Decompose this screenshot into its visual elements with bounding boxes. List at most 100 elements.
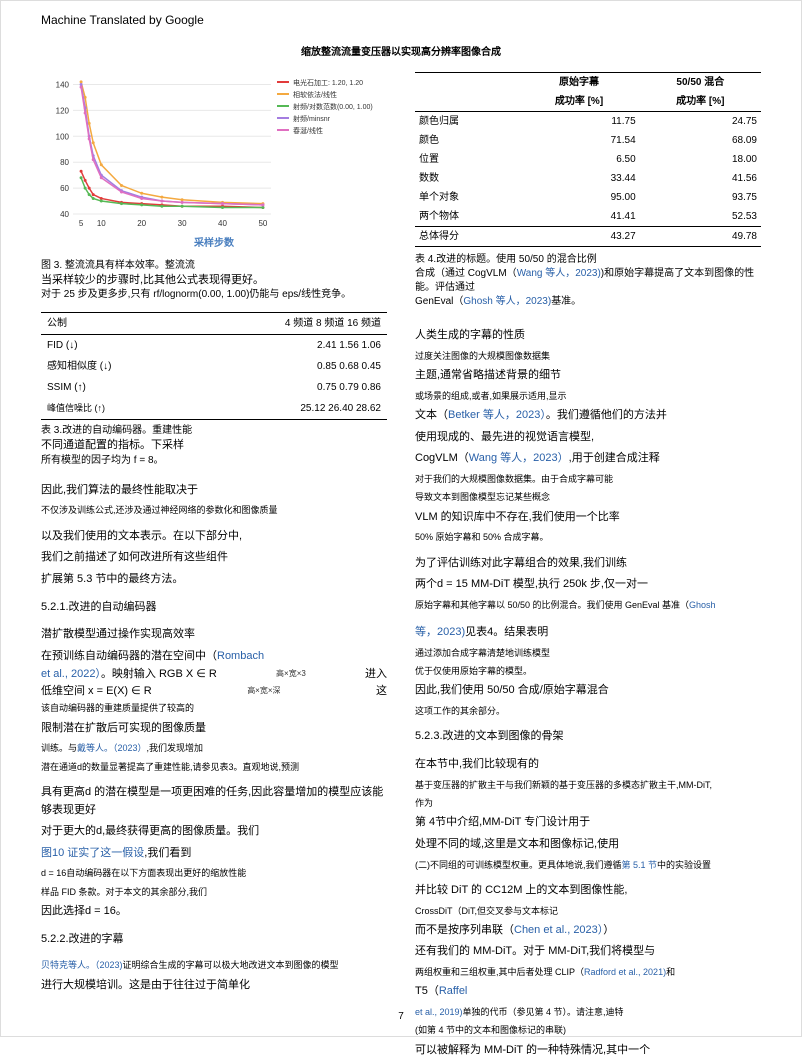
svg-text:40: 40 <box>60 210 69 219</box>
t3-r2c0: SSIM (↑) <box>41 377 184 398</box>
enter-annot: 进入 <box>365 666 387 683</box>
t4r5c2: 52.53 <box>640 207 761 227</box>
t4r2c0: 位置 <box>415 150 518 169</box>
rp7: CogVLM（Wang 等人，2023）,用于创建合成注释 <box>415 450 761 468</box>
r523-11b: 和 <box>666 967 675 977</box>
t3-r2c1: 0.75 0.79 0.86 <box>184 377 387 398</box>
l521-5: 该自动编码器的重建质量提供了较高的 <box>41 701 387 715</box>
l521-10: 对于更大的d,最终获得更高的图像质量。我们 <box>41 823 387 841</box>
rp7b: ,用于创建合成注释 <box>569 452 660 464</box>
left-para-3: 以及我们使用的文本表示。在以下部分中, <box>41 528 387 546</box>
t3-r1c0: 感知相似度 (↓) <box>41 356 184 377</box>
left-para-2: 不仅涉及训练公式,还涉及通过神经网络的参数化和图像质量 <box>41 503 387 517</box>
l521-7a: 训练。与 <box>41 743 77 753</box>
svg-text:80: 80 <box>60 158 69 167</box>
ghosh-link-2[interactable]: Ghosh <box>689 600 716 610</box>
t3-r0c0: FID (↓) <box>41 335 184 357</box>
chen-link[interactable]: Chen et al., 2023） <box>514 924 603 936</box>
rp7a: CogVLM（ <box>415 452 469 464</box>
r523-5: 处理不同的域,这里是文本和图像标记,使用 <box>415 836 761 854</box>
svg-text:相软依法/线性: 相软依法/线性 <box>293 90 337 99</box>
t4cap3a: GenEval（ <box>415 296 463 307</box>
t3-r0c1: 2.41 1.56 1.06 <box>184 335 387 357</box>
l521-11: 图10 证实了这一假设,我们看到 <box>41 845 387 863</box>
rp18: 因此,我们使用 50/50 合成/原始字幕混合 <box>415 682 761 700</box>
page: Machine Translated by Google 缩放整流流量变压器以实… <box>0 0 802 1037</box>
l521-12: d = 16自动编码器在以下方面表现出更好的缩放性能 <box>41 866 387 880</box>
l521-9: 具有更高d 的潜在模型是一项更困难的任务,因此容量增加的模型应该能够表现更好 <box>41 784 387 819</box>
rp2: 过度关注图像的大规模图像数据集 <box>415 349 761 363</box>
l521-14: 因此选择d = 16。 <box>41 903 387 921</box>
raffel-link[interactable]: Raffel <box>439 985 468 997</box>
l522-1b: 证明综合生成的字幕可以极大地改进文本到图像的模型 <box>123 960 339 970</box>
svg-text:60: 60 <box>60 184 69 193</box>
r523-11a: 两组权重和三组权重,其中后者处理 CLIP（ <box>415 967 584 977</box>
sec51-link[interactable]: 第 5.1 节 <box>622 860 658 870</box>
rombach-link[interactable]: Rombach <box>217 650 264 662</box>
radford-link[interactable]: Radford et al., 2021) <box>584 967 666 977</box>
betker-link-2[interactable]: Betker 等人，2023） <box>448 409 546 421</box>
l521-1: 潜扩散模型通过操作实现高效率 <box>41 626 387 644</box>
left-para-5: 扩展第 5.3 节中的最终方法。 <box>41 571 387 589</box>
rp3: 主题,通常省略描述背景的细节 <box>415 367 761 385</box>
r523-1: 在本节中,我们比较现有的 <box>415 756 761 774</box>
svg-text:120: 120 <box>56 106 70 115</box>
wang-link-1[interactable]: Wang 等人，2023) <box>517 268 601 279</box>
t4r5c0: 两个物体 <box>415 207 518 227</box>
section-5-2-2-heading: 5.2.2.改进的字幕 <box>41 931 387 948</box>
ghosh-year-link[interactable]: 等，2023) <box>415 626 465 638</box>
left-column: 40608010012014051020304050电光石加工: 1.20, 1… <box>41 72 387 1063</box>
svg-text:30: 30 <box>178 219 187 228</box>
r523-9: 而不是按序列串联（Chen et al., 2023）） <box>415 922 761 940</box>
l521-3b: 。映射输入 RGB X ∈ R <box>101 668 217 680</box>
l521-7: 训练。与戴等人。（2023）,我们发现增加 <box>41 741 387 755</box>
t4cap3b: 基准。 <box>551 296 581 307</box>
table-3: 公制4 频道 8 频道 16 频道 FID (↓)2.41 1.56 1.06 … <box>41 312 387 420</box>
fig3-line1: 图 3. 整流流具有样本效率。整流流 <box>41 260 195 271</box>
ghosh-link-1[interactable]: Ghosh 等人，2023) <box>463 296 551 307</box>
left-para-4: 我们之前描述了如何改进所有这些组件 <box>41 549 387 567</box>
l521-8: 潜在通道d的数量显著提高了重建性能,请参见表3。直观地说,预测 <box>41 760 387 774</box>
table-3-caption: 表 3.改进的自动编码器。重建性能 不同通道配置的指标。下采样 所有模型的因子均… <box>41 424 387 467</box>
svg-text:140: 140 <box>56 80 70 89</box>
t3-h1: 公制 <box>41 313 184 335</box>
l521-6: 限制潜在扩散后可实现的图像质量 <box>41 720 387 738</box>
t3-r3c0: 峰值信噪比 (↑) <box>41 398 184 420</box>
r523-6: (二)不同组的可训练模型权重。更具体地说,我们遵循第 5.1 节中的实验设置 <box>415 858 761 872</box>
r523-15: 可以被解释为 MM-DiT 的一种特殊情况,其中一个 <box>415 1042 761 1060</box>
t3-r3c1: 25.12 26.40 28.62 <box>184 398 387 420</box>
table-4: 原始字幕 50/50 混合 成功率 [%] 成功率 [%] 颜色归属11.752… <box>415 72 761 247</box>
r523-10: 还有我们的 MM-DiT。对于 MM-DiT,我们将模型与 <box>415 943 761 961</box>
rp12: 为了评估训练对此字幕组合的效果,我们训练 <box>415 555 761 573</box>
t4totc2: 49.78 <box>640 227 761 247</box>
figure-3-chart: 40608010012014051020304050电光石加工: 1.20, 1… <box>41 72 387 232</box>
figure-3-caption: 图 3. 整流流具有样本效率。整流流 当采样较少的步骤时,比其他公式表现得更好。… <box>41 259 387 302</box>
betker-link-1[interactable]: 贝特克等人。（2023) <box>41 960 123 970</box>
t4r0c2: 24.75 <box>640 112 761 132</box>
l521-11b: ,我们看到 <box>144 847 191 859</box>
wang-link-2[interactable]: Wang 等人，2023） <box>469 452 569 464</box>
rp14a: 原始字幕和其他字幕以 50/50 的比例混合。我们使用 GenEval 基准（ <box>415 600 689 610</box>
t4r3c0: 数数 <box>415 169 518 188</box>
t4-sh1: 成功率 [%] <box>518 92 639 112</box>
t4r4c1: 95.00 <box>518 188 639 207</box>
svg-text:10: 10 <box>97 219 106 228</box>
rp14: 原始字幕和其他字幕以 50/50 的比例混合。我们使用 GenEval 基准（G… <box>415 598 761 612</box>
rombach-year-link[interactable]: et al., 2022） <box>41 668 101 680</box>
t4r1c1: 71.54 <box>518 131 639 150</box>
t4cap3: GenEval（Ghosh 等人，2023)基准。 <box>415 296 581 307</box>
this-annot: 这 <box>376 683 387 700</box>
rp1: 人类生成的字幕的性质 <box>415 327 761 345</box>
r523-6a: (二)不同组的可训练模型权重。更具体地说,我们遵循 <box>415 860 622 870</box>
t4r2c1: 6.50 <box>518 150 639 169</box>
t3cap2: 不同通道配置的指标。下采样 <box>41 439 184 451</box>
svg-text:5: 5 <box>79 219 84 228</box>
line-chart-svg: 40608010012014051020304050电光石加工: 1.20, 1… <box>41 72 381 232</box>
r523-7: 并比较 DiT 的 CC12M 上的文本到图像性能, <box>415 882 761 900</box>
svg-text:射频/minsnr: 射频/minsnr <box>293 114 331 123</box>
fig3-line3: 对于 25 步及更多步,只有 rf/lognorm(0.00, 1.00)仍能与… <box>41 289 351 300</box>
svg-text:100: 100 <box>56 132 70 141</box>
fig10-link[interactable]: 图10 证实了这一假设 <box>41 847 144 859</box>
machine-translated-label: Machine Translated by Google <box>41 11 761 29</box>
dai-link[interactable]: 戴等人。（2023） <box>77 743 147 753</box>
